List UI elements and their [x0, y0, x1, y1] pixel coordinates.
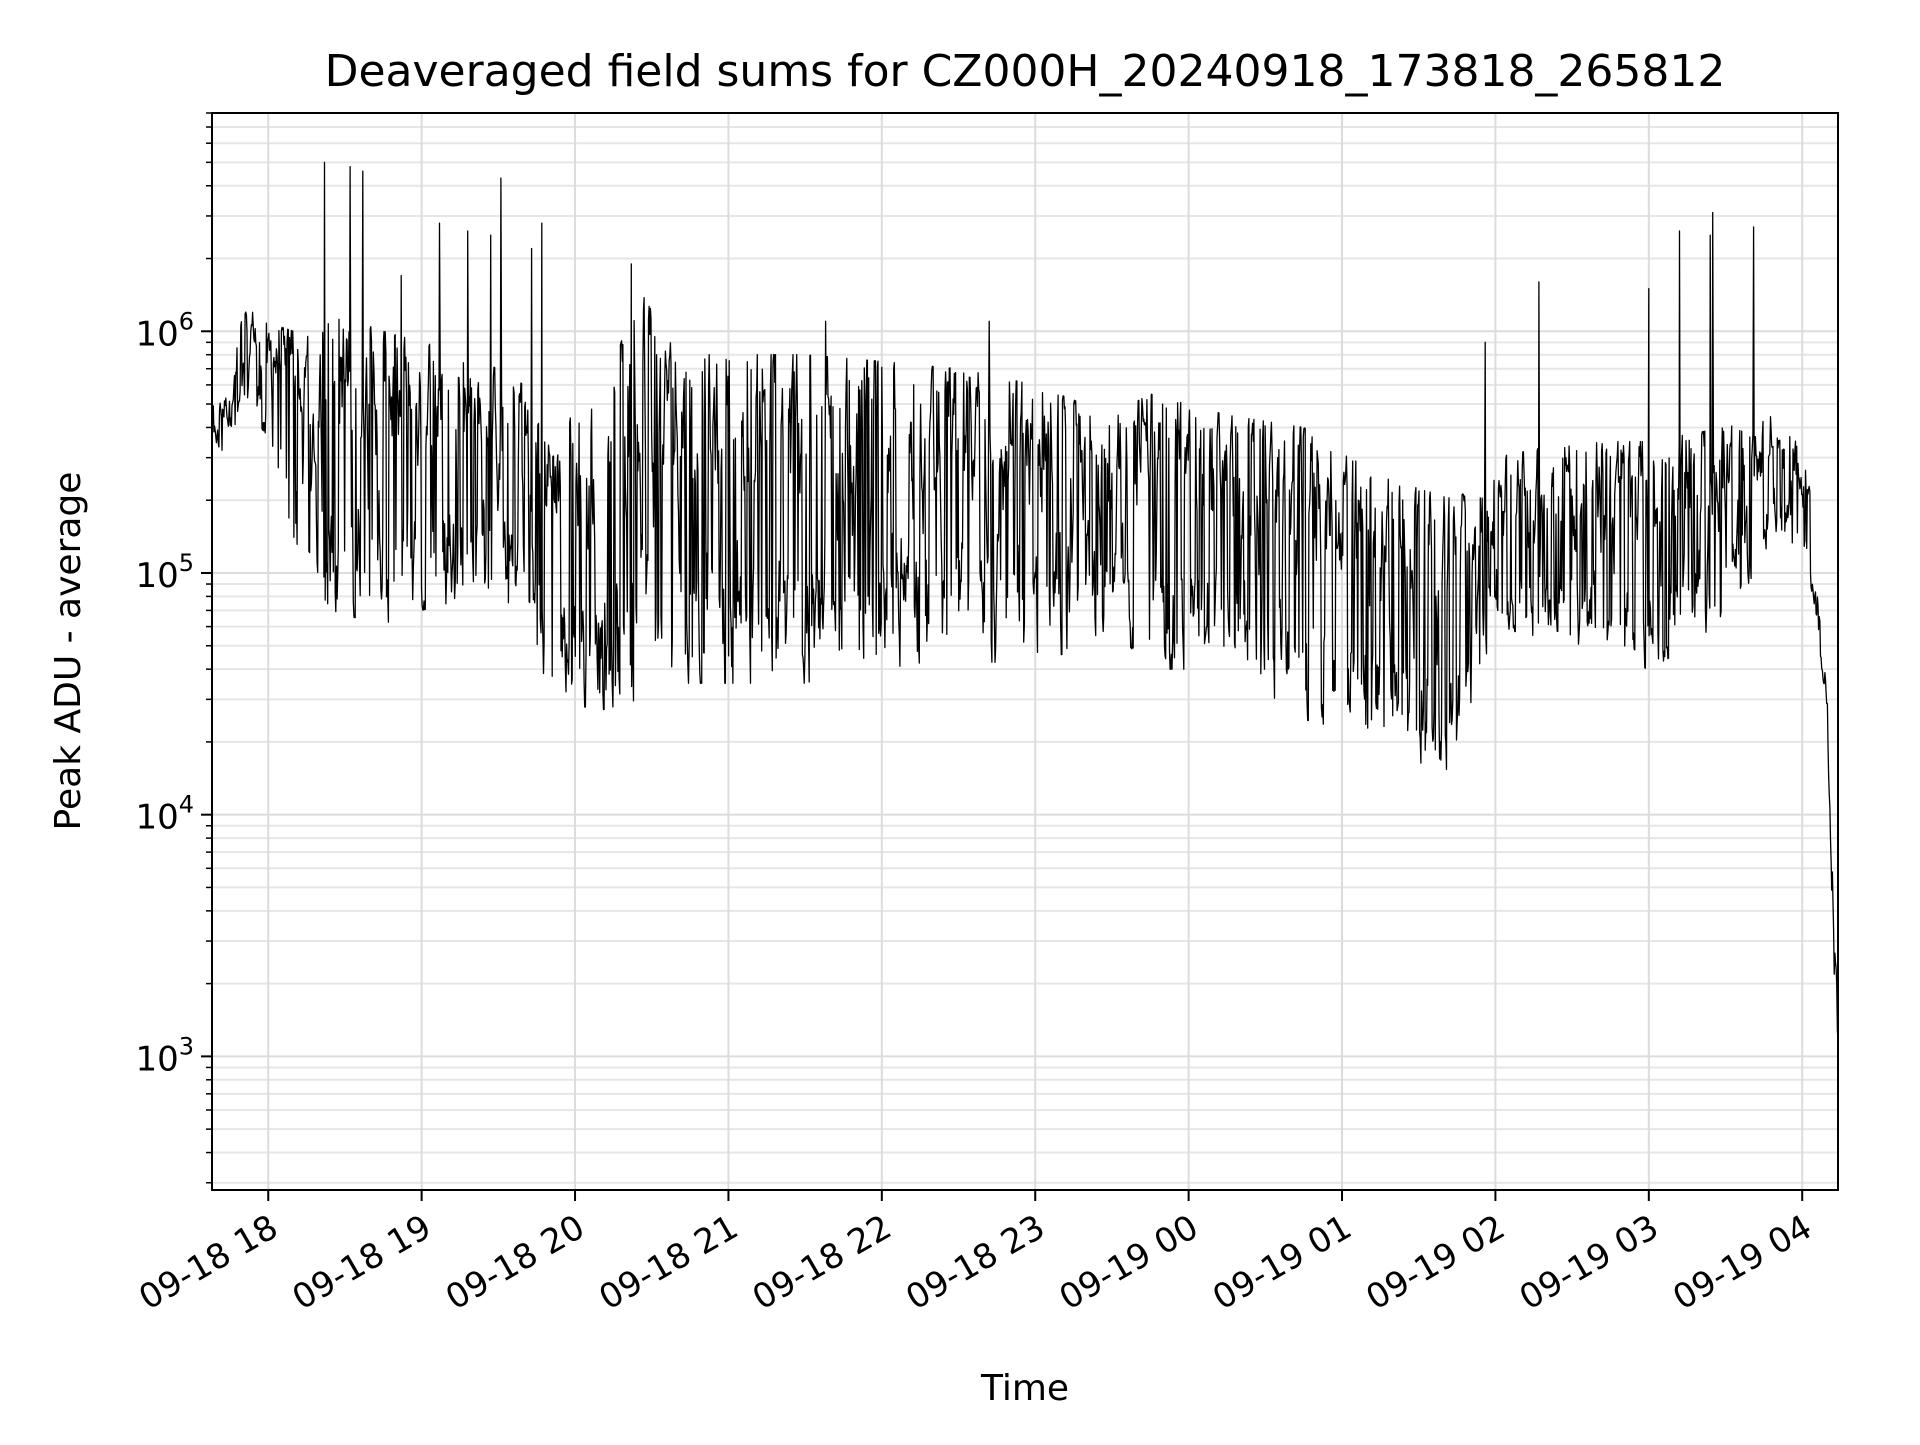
y-tick-label: 104 [135, 791, 194, 838]
series-line [212, 161, 1838, 1041]
y-tick-label: 103 [135, 1032, 194, 1079]
plot-area [212, 161, 1838, 1041]
y-axis-label: Peak ADU - average [48, 472, 89, 831]
y-tick-label: 105 [135, 549, 194, 596]
axes-frame [211, 112, 1839, 1191]
x-axis-label: Time [980, 1368, 1069, 1409]
y-tick-label: 106 [135, 307, 194, 354]
series-layer [212, 161, 1838, 1041]
chart-title: Deaveraged field sums for CZ000H_2024091… [325, 46, 1726, 97]
